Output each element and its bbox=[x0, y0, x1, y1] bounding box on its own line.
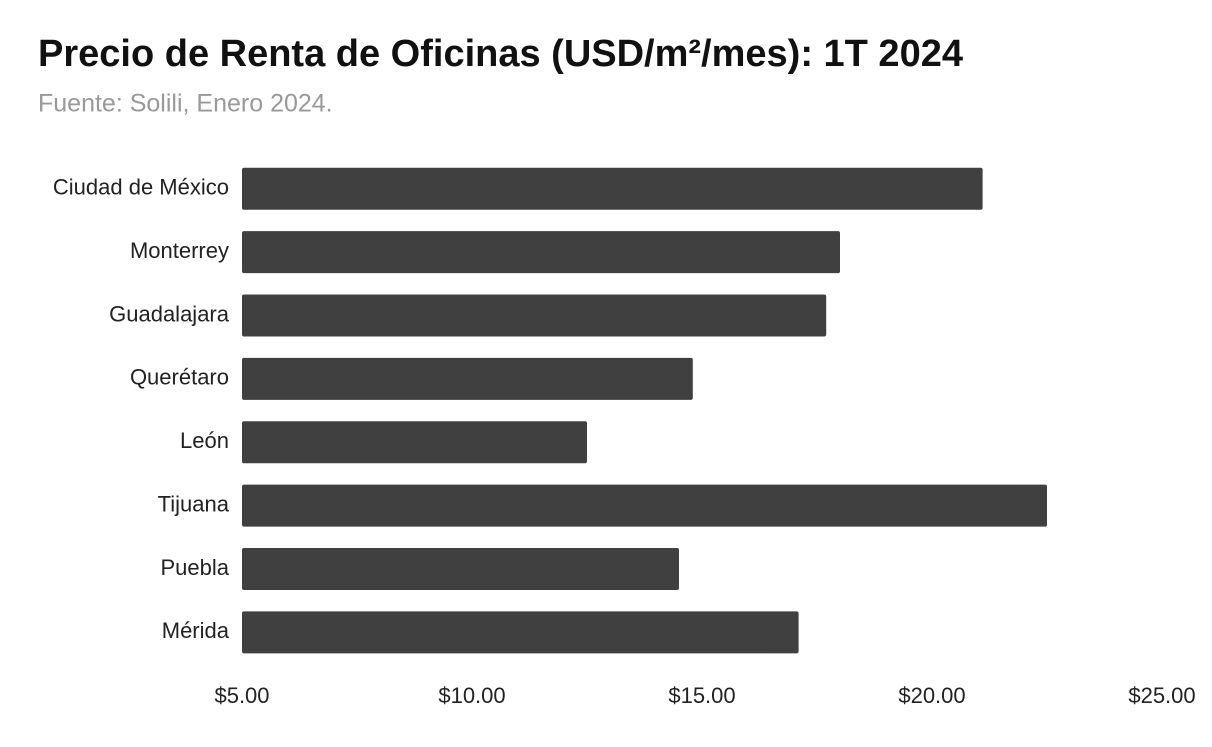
y-tick-label: Guadalajara bbox=[109, 301, 230, 326]
x-tick-label: $10.00 bbox=[438, 683, 505, 708]
bar bbox=[242, 484, 1047, 527]
chart-subtitle: Fuente: Solili, Enero 2024. bbox=[38, 90, 333, 118]
y-tick-label: Monterrey bbox=[130, 238, 229, 263]
y-tick-label: Tijuana bbox=[158, 491, 230, 516]
bar bbox=[242, 611, 799, 654]
bar bbox=[242, 421, 587, 464]
y-tick-label: Querétaro bbox=[130, 365, 229, 390]
bar bbox=[242, 167, 983, 210]
y-tick-label: Puebla bbox=[160, 555, 229, 580]
bar bbox=[242, 547, 679, 590]
bar bbox=[242, 357, 693, 400]
chart-title: Precio de Renta de Oficinas (USD/m²/mes)… bbox=[38, 33, 963, 75]
y-tick-label: Mérida bbox=[162, 618, 230, 643]
x-tick-label: $25.00 bbox=[1128, 683, 1195, 708]
x-tick-label: $5.00 bbox=[214, 683, 269, 708]
x-tick-label: $20.00 bbox=[898, 683, 965, 708]
x-tick-label: $15.00 bbox=[668, 683, 735, 708]
y-tick-label: León bbox=[180, 428, 229, 453]
y-tick-label: Ciudad de México bbox=[53, 175, 229, 200]
bar bbox=[242, 231, 840, 274]
bar bbox=[242, 294, 827, 337]
